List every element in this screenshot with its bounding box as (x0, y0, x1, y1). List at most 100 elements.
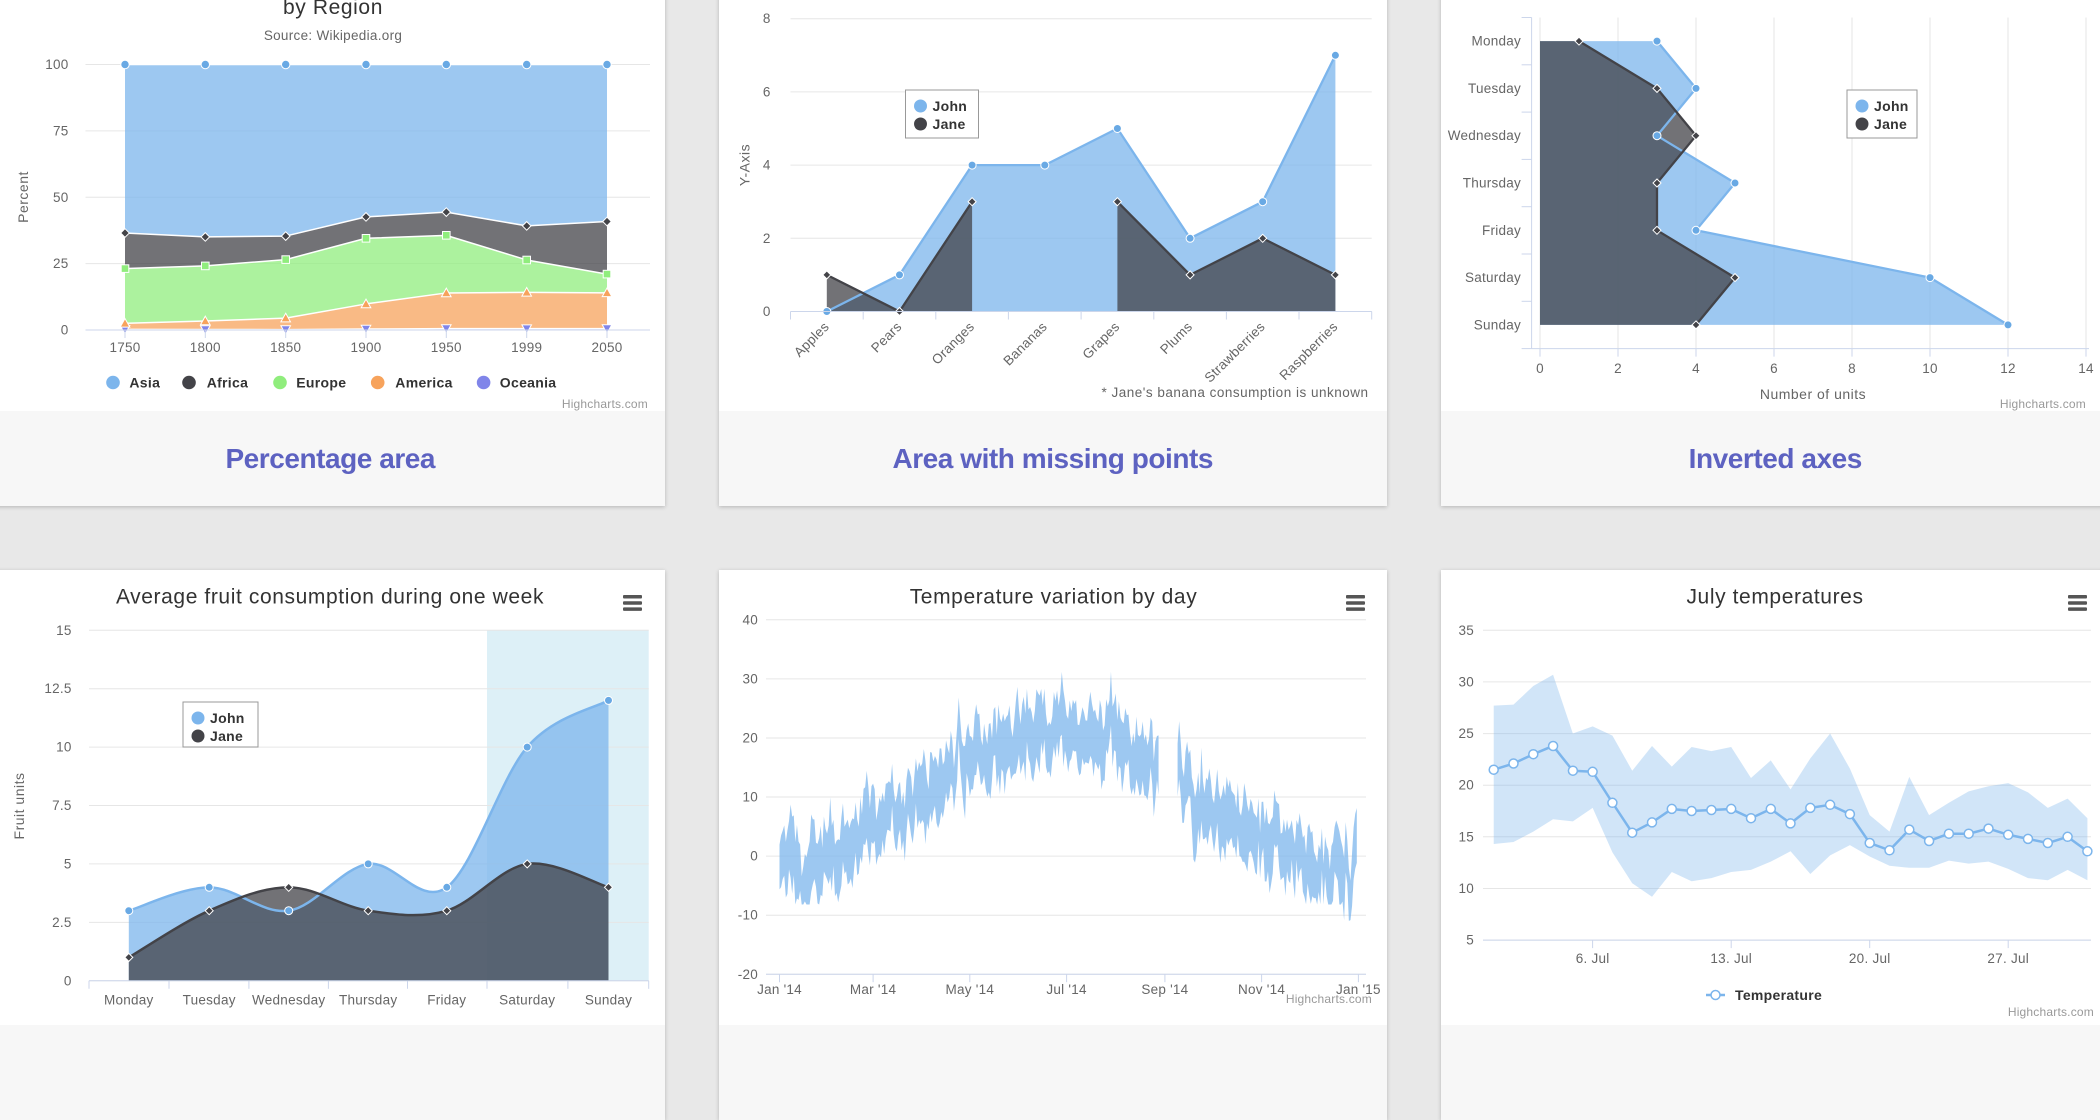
svg-text:Tuesday: Tuesday (1468, 81, 1521, 96)
svg-text:5: 5 (64, 856, 72, 871)
svg-text:Highcharts.com: Highcharts.com (1285, 992, 1371, 1006)
svg-text:10: 10 (56, 740, 72, 755)
svg-text:Saturday: Saturday (499, 993, 555, 1008)
svg-text:Wednesday: Wednesday (1448, 128, 1521, 143)
svg-text:Fruit units: Fruit units (11, 773, 27, 840)
svg-text:14: 14 (2078, 361, 2094, 376)
svg-text:15: 15 (56, 623, 72, 638)
svg-text:Plums: Plums (1157, 319, 1195, 357)
svg-text:100: 100 (45, 57, 68, 72)
svg-text:Percent: Percent (15, 171, 31, 223)
svg-text:4: 4 (762, 158, 770, 173)
svg-text:Friday: Friday (1482, 223, 1521, 238)
svg-text:* Jane's banana consumption is: * Jane's banana consumption is unknown (1101, 385, 1368, 400)
svg-text:35: 35 (1458, 623, 1474, 638)
svg-text:Highcharts.com: Highcharts.com (562, 397, 648, 411)
svg-text:6. Jul: 6. Jul (1576, 951, 1610, 966)
svg-text:Highcharts.com: Highcharts.com (2000, 397, 2086, 411)
svg-text:15: 15 (1458, 829, 1474, 844)
svg-text:1800: 1800 (190, 340, 221, 355)
svg-text:Jul '14: Jul '14 (1046, 982, 1087, 997)
svg-text:Pears: Pears (868, 319, 904, 355)
svg-text:Monday: Monday (1471, 34, 1521, 49)
svg-text:Jane: Jane (932, 116, 965, 132)
svg-text:4: 4 (1692, 361, 1700, 376)
svg-text:Jan '15: Jan '15 (1335, 982, 1380, 997)
svg-text:Source: Wikipedia.org: Source: Wikipedia.org (264, 28, 402, 43)
svg-text:Tuesday: Tuesday (183, 993, 236, 1008)
svg-text:Wednesday: Wednesday (252, 993, 325, 1008)
svg-text:10: 10 (1922, 361, 1938, 376)
svg-text:Sunday: Sunday (585, 993, 632, 1008)
svg-text:Saturday: Saturday (1465, 270, 1521, 285)
svg-text:12.5: 12.5 (44, 681, 71, 696)
svg-text:25: 25 (1458, 726, 1474, 741)
svg-text:8: 8 (1848, 361, 1856, 376)
svg-text:Europe: Europe (296, 375, 346, 391)
svg-text:John: John (210, 710, 245, 726)
svg-text:Apples: Apples (791, 319, 832, 360)
svg-text:20: 20 (1458, 778, 1474, 793)
svg-text:Oranges: Oranges (928, 319, 976, 367)
svg-text:7.5: 7.5 (52, 798, 72, 813)
svg-text:13. Jul: 13. Jul (1710, 951, 1752, 966)
svg-text:July temperatures: July temperatures (1686, 586, 1863, 609)
svg-text:2: 2 (1614, 361, 1622, 376)
svg-text:1900: 1900 (350, 340, 381, 355)
svg-text:10: 10 (742, 790, 758, 805)
svg-text:Jane: Jane (210, 728, 243, 744)
svg-text:10: 10 (1458, 881, 1474, 896)
svg-text:1850: 1850 (270, 340, 301, 355)
svg-text:20. Jul: 20. Jul (1849, 951, 1891, 966)
svg-text:30: 30 (1458, 674, 1474, 689)
svg-text:Strawberries: Strawberries (1201, 319, 1267, 385)
svg-text:2050: 2050 (591, 340, 622, 355)
svg-text:6: 6 (1770, 361, 1778, 376)
svg-text:50: 50 (53, 190, 69, 205)
svg-text:Jane: Jane (1874, 116, 1907, 132)
svg-text:-10: -10 (737, 908, 757, 923)
svg-text:Jan '14: Jan '14 (757, 982, 802, 997)
svg-text:Temperature variation by day: Temperature variation by day (909, 586, 1197, 609)
svg-text:Sep '14: Sep '14 (1141, 982, 1188, 997)
svg-text:-20: -20 (737, 967, 757, 982)
svg-text:0: 0 (1536, 361, 1544, 376)
svg-text:0: 0 (750, 849, 758, 864)
svg-text:0: 0 (762, 304, 770, 319)
svg-text:Asia: Asia (129, 375, 160, 391)
svg-text:Thursday: Thursday (1463, 176, 1521, 191)
svg-text:Oceania: Oceania (500, 375, 557, 391)
svg-text:0: 0 (64, 973, 72, 988)
svg-text:Monday: Monday (104, 993, 154, 1008)
svg-text:Average fruit consumption duri: Average fruit consumption during one wee… (116, 586, 544, 609)
svg-text:by Region: by Region (283, 0, 383, 19)
svg-text:Thursday: Thursday (339, 993, 397, 1008)
svg-text:40: 40 (742, 612, 758, 627)
svg-text:75: 75 (53, 123, 69, 138)
svg-text:1950: 1950 (431, 340, 462, 355)
svg-text:8: 8 (762, 11, 770, 26)
svg-text:May '14: May '14 (945, 982, 994, 997)
svg-text:Mar '14: Mar '14 (849, 982, 896, 997)
svg-text:Temperature: Temperature (1735, 987, 1822, 1003)
svg-text:30: 30 (742, 671, 758, 686)
svg-text:2: 2 (762, 231, 770, 246)
svg-text:America: America (395, 375, 452, 391)
svg-text:27. Jul: 27. Jul (1987, 951, 2029, 966)
svg-text:20: 20 (742, 731, 758, 746)
svg-text:Friday: Friday (427, 993, 466, 1008)
svg-text:Number of units: Number of units (1760, 386, 1866, 402)
svg-text:6: 6 (762, 84, 770, 99)
svg-text:12: 12 (2000, 361, 2016, 376)
svg-text:1750: 1750 (109, 340, 140, 355)
svg-text:2.5: 2.5 (52, 915, 72, 930)
svg-text:Highcharts.com: Highcharts.com (2008, 1005, 2094, 1019)
svg-text:25: 25 (53, 256, 69, 271)
svg-text:Sunday: Sunday (1474, 317, 1521, 332)
svg-text:0: 0 (61, 323, 69, 338)
svg-text:Bananas: Bananas (1000, 319, 1050, 369)
svg-text:1999: 1999 (511, 340, 542, 355)
svg-text:Africa: Africa (207, 375, 248, 391)
svg-text:John: John (932, 98, 967, 114)
svg-text:5: 5 (1466, 933, 1474, 948)
